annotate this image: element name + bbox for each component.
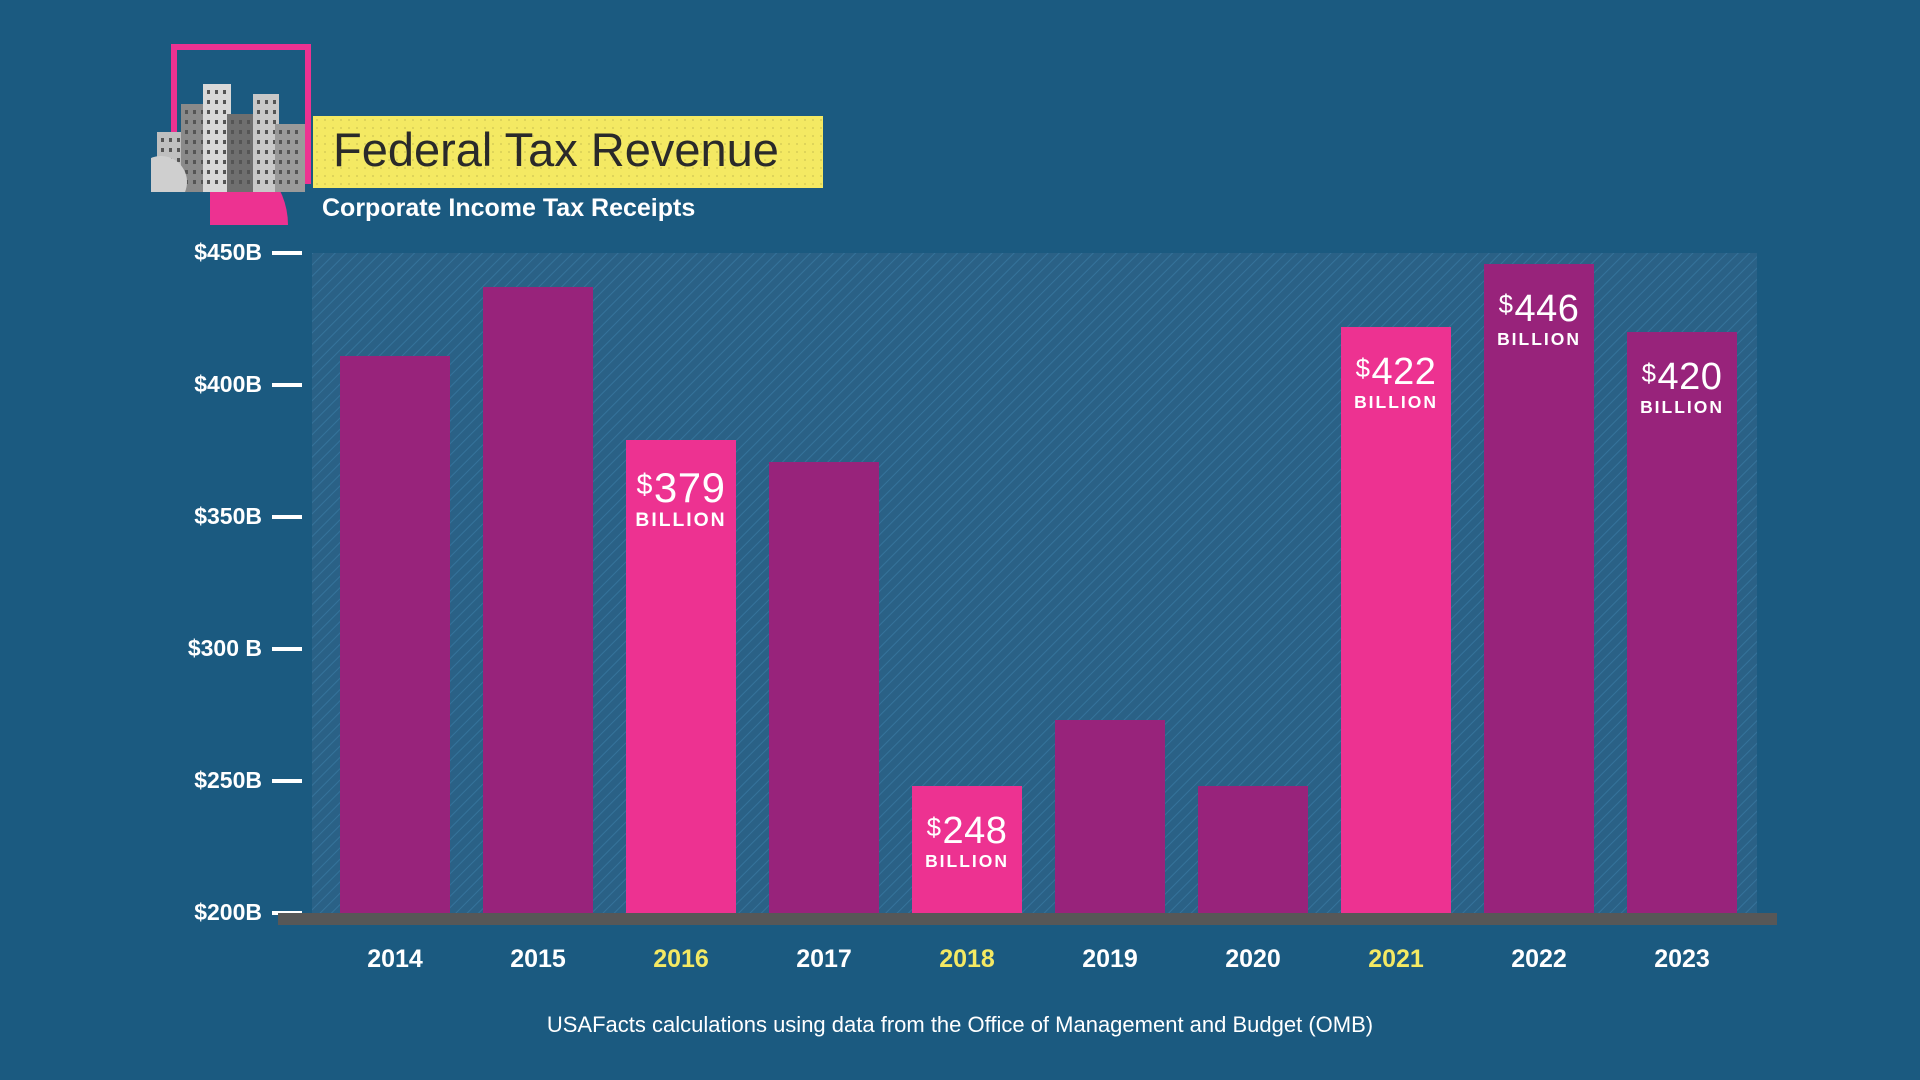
bar [1198, 786, 1308, 913]
y-tick-label: $350B [176, 503, 262, 530]
y-tick-mark [272, 515, 302, 519]
y-tick: $400B [176, 371, 302, 398]
bar [483, 287, 593, 913]
header-buildings-icon [151, 74, 311, 192]
y-tick-mark [272, 251, 302, 255]
x-tick-label: 2014 [340, 945, 450, 974]
x-tick-label: 2017 [769, 945, 879, 974]
y-tick-mark [272, 383, 302, 387]
bar [340, 356, 450, 913]
x-tick-label: 2020 [1198, 945, 1308, 974]
chart-caption: USAFacts calculations using data from th… [0, 1012, 1920, 1038]
bar-value-label: $379 BILLION [620, 464, 742, 532]
bar-value-label: $446 BILLION [1478, 288, 1600, 350]
y-tick-mark [272, 779, 302, 783]
y-tick: $300 B [176, 635, 302, 662]
bar-value-label: $420 BILLION [1621, 356, 1743, 418]
x-tick-label: 2022 [1484, 945, 1594, 974]
bar [1484, 264, 1594, 913]
bar [1627, 332, 1737, 913]
y-tick: $250B [176, 767, 302, 794]
x-tick-label: 2015 [483, 945, 593, 974]
chart-title: Federal Tax Revenue [333, 122, 779, 177]
y-tick-label: $250B [176, 767, 262, 794]
y-tick: $350B [176, 503, 302, 530]
bar [1341, 327, 1451, 913]
y-tick: $450B [176, 239, 302, 266]
bar-value-label: $422 BILLION [1335, 351, 1457, 413]
y-tick-label: $400B [176, 371, 262, 398]
y-tick-label: $300 B [176, 635, 262, 662]
y-tick-label: $450B [176, 239, 262, 266]
y-tick-label: $200B [176, 899, 262, 926]
chart-subtitle: Corporate Income Tax Receipts [322, 194, 695, 223]
x-axis-line [278, 913, 1777, 925]
x-tick-label: 2019 [1055, 945, 1165, 974]
bar-value-label: $248 BILLION [906, 810, 1028, 872]
x-tick-label: 2023 [1627, 945, 1737, 974]
y-tick-mark [272, 647, 302, 651]
bar [1055, 720, 1165, 913]
bar [769, 462, 879, 913]
x-tick-label: 2021 [1341, 945, 1451, 974]
x-tick-label: 2018 [912, 945, 1022, 974]
x-tick-label: 2016 [626, 945, 736, 974]
